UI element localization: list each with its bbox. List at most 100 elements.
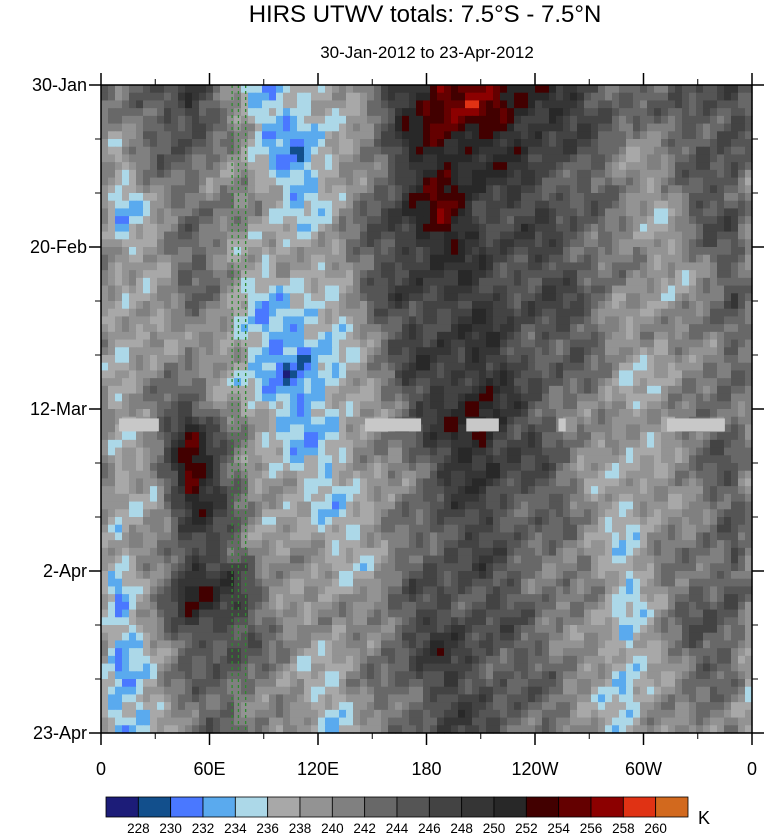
heatmap-cell	[241, 324, 249, 333]
heatmap-cell	[738, 463, 746, 472]
heatmap-cell	[598, 293, 606, 302]
heatmap-cell	[542, 92, 550, 102]
heatmap-cell	[178, 347, 186, 356]
heatmap-cell	[584, 200, 592, 210]
heatmap-cell	[276, 85, 284, 94]
heatmap-cell	[437, 301, 445, 310]
heatmap-cell	[150, 85, 158, 94]
heatmap-cell	[605, 285, 613, 294]
heatmap-cell	[332, 131, 340, 140]
heatmap-cell	[220, 447, 228, 456]
heatmap-cell	[668, 432, 676, 441]
heatmap-cell	[479, 308, 487, 318]
heatmap-cell	[731, 270, 739, 279]
heatmap-cell	[619, 216, 627, 225]
heatmap-cell	[276, 324, 284, 333]
heatmap-cell	[164, 339, 172, 348]
heatmap-cell	[367, 146, 375, 156]
heatmap-cell	[332, 331, 340, 341]
heatmap-cell	[675, 455, 683, 464]
heatmap-cell	[549, 270, 557, 279]
heatmap-cell	[248, 439, 256, 449]
heatmap-cell	[458, 424, 466, 433]
heatmap-cell	[388, 85, 396, 94]
heatmap-cell	[696, 362, 704, 372]
heatmap-cell	[661, 123, 669, 132]
heatmap-cell	[598, 393, 606, 402]
heatmap-cell	[612, 432, 620, 441]
heatmap-cell	[395, 108, 403, 117]
heatmap-cell	[269, 347, 277, 356]
heatmap-cell	[346, 146, 354, 156]
heatmap-cell	[283, 301, 291, 310]
heatmap-cell	[115, 208, 123, 217]
heatmap-cell	[696, 324, 704, 333]
heatmap-cell	[479, 470, 487, 480]
heatmap-cell	[563, 355, 571, 364]
heatmap-cell	[416, 378, 424, 387]
heatmap-cell	[598, 486, 606, 495]
heatmap-cell	[360, 262, 368, 271]
heatmap-cell	[290, 486, 298, 495]
heatmap-cell	[563, 285, 571, 294]
heatmap-cell	[185, 223, 193, 233]
heatmap-cell	[577, 393, 585, 402]
heatmap-cell	[556, 493, 564, 503]
heatmap-cell	[395, 370, 403, 379]
heatmap-cell	[325, 409, 333, 418]
heatmap-cell	[101, 316, 109, 325]
heatmap-cell	[269, 169, 277, 179]
heatmap-cell	[535, 285, 543, 294]
heatmap-cell	[675, 439, 683, 449]
heatmap-cell	[577, 139, 585, 148]
heatmap-cell	[220, 115, 228, 125]
heatmap-cell	[304, 293, 312, 302]
heatmap-cell	[724, 432, 732, 441]
heatmap-cell	[108, 123, 116, 132]
heatmap-cell	[556, 277, 564, 287]
heatmap-cell	[157, 254, 165, 264]
heatmap-cell	[619, 123, 627, 132]
heatmap-cell	[682, 470, 690, 480]
heatmap-cell	[668, 185, 676, 194]
heatmap-cell	[304, 393, 312, 402]
heatmap-cell	[423, 293, 431, 302]
heatmap-cell	[486, 193, 494, 202]
heatmap-cell	[388, 231, 396, 240]
heatmap-cell	[381, 432, 389, 441]
heatmap-cell	[199, 123, 207, 132]
heatmap-cell	[521, 401, 529, 410]
heatmap-cell	[129, 185, 137, 194]
heatmap-cell	[591, 254, 599, 264]
heatmap-cell	[549, 486, 557, 495]
heatmap-cell	[367, 301, 375, 310]
heatmap-cell	[479, 247, 487, 256]
heatmap-cell	[465, 154, 473, 163]
heatmap-cell	[213, 486, 221, 495]
heatmap-cell	[248, 131, 256, 140]
heatmap-cell	[325, 393, 333, 402]
heatmap-cell	[542, 231, 550, 240]
heatmap-cell	[276, 378, 284, 387]
heatmap-cell	[689, 463, 697, 472]
heatmap-cell	[724, 223, 732, 233]
heatmap-cell	[388, 270, 396, 279]
heatmap-cell	[612, 331, 620, 341]
heatmap-cell	[157, 185, 165, 194]
heatmap-cell	[626, 463, 634, 472]
heatmap-cell	[668, 146, 676, 156]
heatmap-cell	[619, 208, 627, 217]
heatmap-cell	[101, 378, 109, 387]
heatmap-cell	[185, 247, 193, 256]
heatmap-cell	[234, 92, 242, 102]
heatmap-cell	[521, 301, 529, 310]
heatmap-cell	[563, 115, 571, 125]
heatmap-cell	[647, 347, 655, 356]
heatmap-cell	[682, 486, 690, 495]
heatmap-cell	[171, 85, 179, 94]
heatmap-cell	[689, 177, 697, 186]
heatmap-cell	[206, 347, 214, 356]
heatmap-cell	[528, 447, 536, 456]
heatmap-cell	[164, 293, 172, 302]
heatmap-cell	[619, 316, 627, 325]
